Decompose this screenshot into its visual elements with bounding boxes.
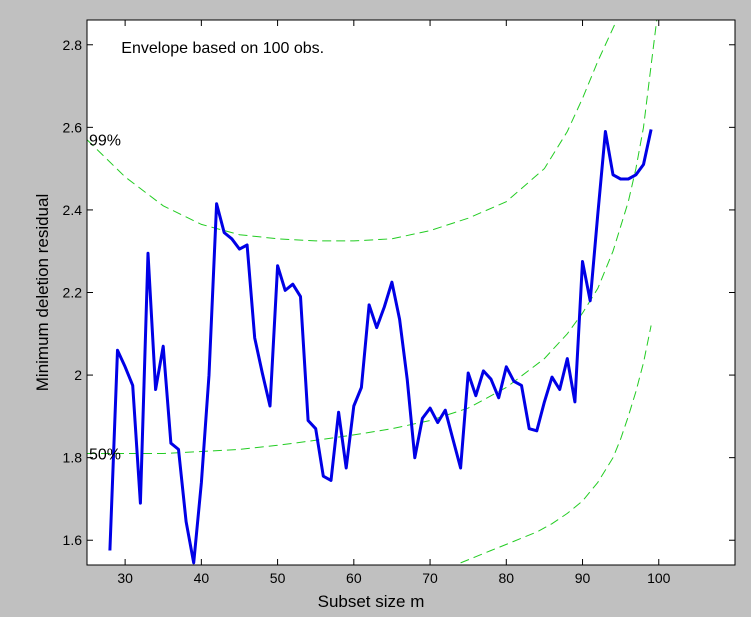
y-tick-label: 2.6: [63, 119, 83, 135]
envelope-note: Envelope based on 100 obs.: [121, 40, 324, 57]
envelope-lines: [87, 20, 658, 564]
x-tick-label: 80: [499, 570, 515, 586]
x-tick-label: 70: [422, 570, 438, 586]
y-tick-label: 2.4: [63, 202, 83, 218]
envelope-line-1: [87, 20, 618, 242]
label-99-percent: 99%: [89, 133, 121, 150]
envelope-line-3: [460, 325, 652, 564]
observed-line: [108, 129, 653, 565]
y-tick-label: 1.8: [63, 450, 83, 466]
envelope-line-2: [87, 20, 658, 454]
x-tick-label: 60: [346, 570, 362, 586]
y-axis: 1.6 1.8 2 2.2 2.4 2.6 2.8: [63, 37, 735, 548]
y-tick-label: 2.2: [63, 285, 83, 301]
x-tick-label: 100: [647, 570, 671, 586]
x-tick-label: 30: [117, 570, 133, 586]
y-tick-label: 2: [74, 367, 82, 383]
plot-area: [87, 20, 735, 565]
x-axis-title: Subset size m: [318, 592, 425, 611]
x-axis: 30 40 50 60 70 80 90 100: [117, 20, 671, 586]
x-tick-label: 50: [270, 570, 286, 586]
observed-series-line: [108, 129, 653, 565]
y-tick-label: 1.6: [63, 532, 83, 548]
x-tick-label: 90: [575, 570, 591, 586]
label-50-percent: 50%: [89, 447, 121, 464]
y-tick-label: 2.8: [63, 37, 83, 53]
x-tick-label: 40: [194, 570, 210, 586]
y-axis-title: Minimum deletion residual: [33, 194, 52, 391]
